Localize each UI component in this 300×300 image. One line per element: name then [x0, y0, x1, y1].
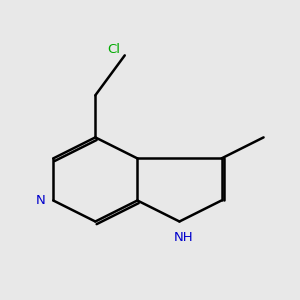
- Text: NH: NH: [174, 231, 194, 244]
- Text: N: N: [36, 194, 46, 207]
- Text: Cl: Cl: [108, 43, 121, 56]
